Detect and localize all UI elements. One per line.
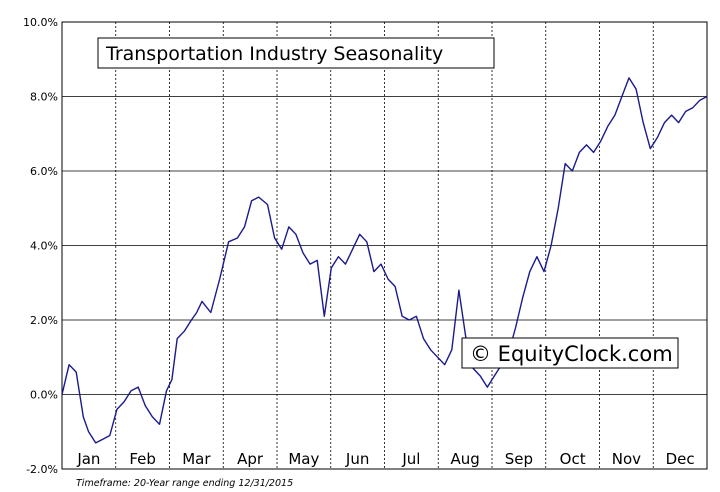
chart-title: Transportation Industry Seasonality <box>105 43 443 65</box>
y-axis-ticks: -2.0% 0.0% 2.0% 4.0% 6.0% 8.0% 10.0% <box>23 16 58 476</box>
series-line <box>61 77 708 444</box>
watermark-text: © EquityClock.com <box>470 342 673 366</box>
x-tick-label: May <box>288 450 319 468</box>
x-tick-label: Mar <box>182 450 211 468</box>
y-tick-label: 8.0% <box>30 91 58 104</box>
y-tick-label: 2.0% <box>30 314 58 327</box>
watermark-frame <box>461 337 679 369</box>
plot-border <box>61 21 708 470</box>
x-tick-label: Apr <box>237 450 264 468</box>
y-tick-label: 6.0% <box>30 165 58 178</box>
x-tick-label: Sep <box>505 450 533 468</box>
x-tick-label: Aug <box>450 450 479 468</box>
title-box: Transportation Industry Seasonality <box>97 37 495 69</box>
y-tick-label: 10.0% <box>23 16 58 29</box>
x-tick-label: Feb <box>129 450 156 468</box>
timeframe-footnote: Timeframe: 20-Year range ending 12/31/20… <box>76 478 293 489</box>
grid <box>62 22 707 469</box>
title-frame <box>97 37 495 69</box>
x-tick-label: Jan <box>76 450 100 468</box>
x-tick-label: Nov <box>612 450 641 468</box>
y-tick-label: 0.0% <box>30 389 58 402</box>
x-tick-label: Dec <box>666 450 695 468</box>
x-tick-label: Jun <box>345 450 369 468</box>
series-layer <box>61 77 708 444</box>
watermark-box: © EquityClock.com <box>461 337 679 369</box>
y-tick-label: 4.0% <box>30 240 58 253</box>
x-axis-ticks: Jan Feb Mar Apr May Jun Jul Aug Sep Oct Nov Dec <box>76 450 694 468</box>
y-tick-label: -2.0% <box>26 463 58 476</box>
x-tick-label: Jul <box>401 450 420 468</box>
x-tick-label: Oct <box>560 450 586 468</box>
